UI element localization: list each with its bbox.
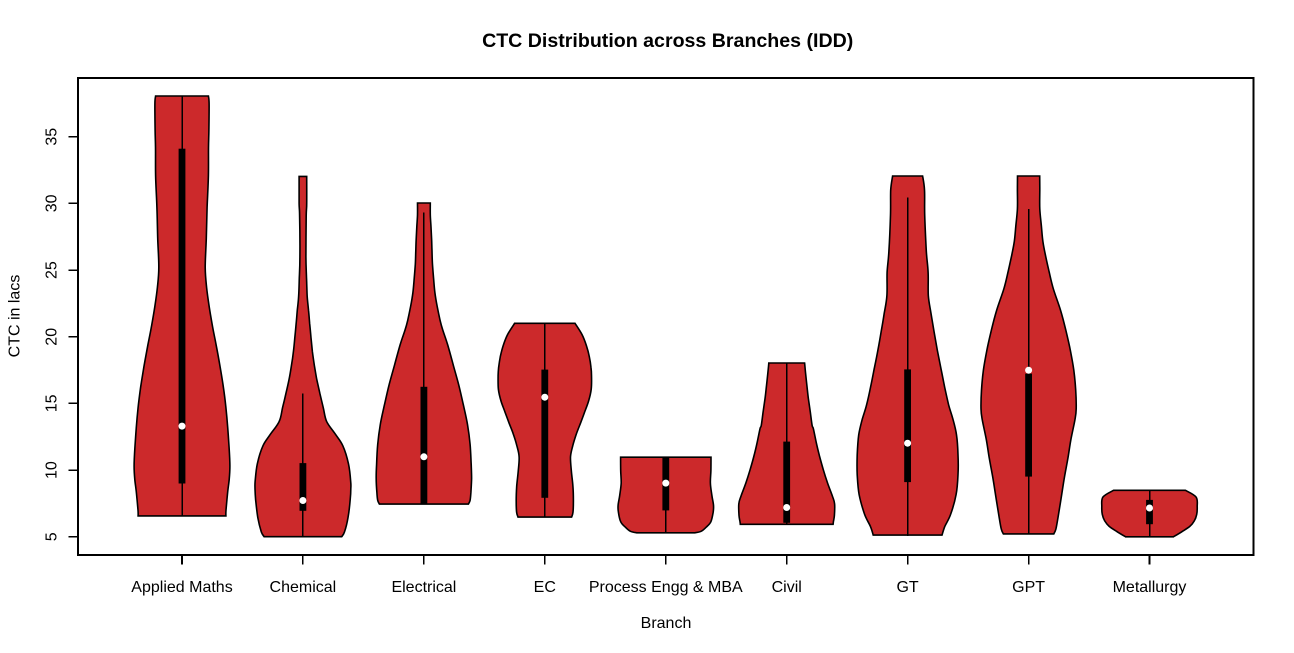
svg-text:10: 10 (44, 461, 61, 479)
svg-text:GT: GT (896, 579, 918, 596)
svg-text:20: 20 (44, 328, 61, 346)
svg-text:Electrical: Electrical (391, 579, 456, 596)
svg-text:Process Engg & MBA: Process Engg & MBA (589, 579, 743, 596)
svg-text:EC: EC (534, 579, 556, 596)
svg-text:Applied Maths: Applied Maths (131, 579, 232, 596)
svg-text:25: 25 (44, 261, 61, 279)
svg-text:30: 30 (44, 194, 61, 212)
svg-text:CTC Distribution across Branch: CTC Distribution across Branches (IDD) (482, 30, 853, 52)
svg-text:Chemical: Chemical (270, 579, 337, 596)
svg-text:Civil: Civil (772, 579, 802, 596)
svg-text:15: 15 (44, 394, 61, 412)
svg-text:CTC in lacs: CTC in lacs (7, 275, 24, 358)
svg-text:Branch: Branch (641, 615, 692, 632)
svg-text:5: 5 (44, 532, 61, 541)
svg-text:GPT: GPT (1012, 579, 1045, 596)
svg-text:Metallurgy: Metallurgy (1113, 579, 1187, 596)
svg-text:35: 35 (44, 128, 61, 146)
